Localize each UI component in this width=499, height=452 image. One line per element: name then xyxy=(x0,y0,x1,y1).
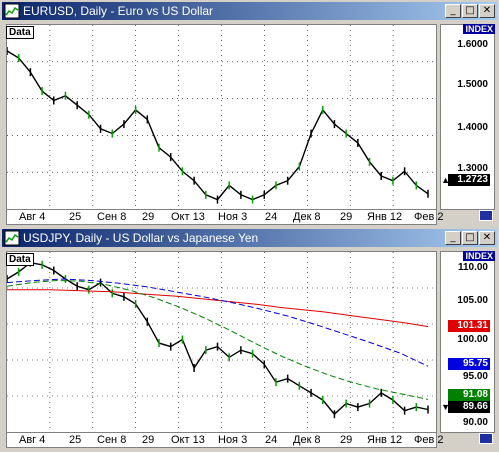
price-plot-area[interactable] xyxy=(6,251,437,433)
y-tick-label: 105.00 xyxy=(457,295,488,306)
index-label: INDEX xyxy=(463,24,495,34)
y-tick-label: 90.00 xyxy=(462,417,488,428)
x-tick-label: 29 xyxy=(340,434,353,446)
y-tick-label: 1.5000 xyxy=(457,79,488,90)
x-tick-label: 25 xyxy=(69,434,82,446)
x-tick-label: Окт 13 xyxy=(171,434,205,446)
window-title: USDJPY, Daily - US Dollar vs Japanese Ye… xyxy=(23,231,259,245)
x-tick-label: Фев 2 xyxy=(414,434,444,446)
x-tick-label: Янв 12 xyxy=(367,434,403,446)
x-tick-label: 29 xyxy=(142,434,155,446)
x-tick-label: 25 xyxy=(69,211,82,223)
time-axis: Авг 4 25 Сен 8 29 Окт 13 Ноя 3 24 Дек 8 … xyxy=(6,209,444,225)
x-tick-label: 29 xyxy=(142,211,155,223)
data-label: Data xyxy=(6,253,34,266)
series-line-eurusd xyxy=(6,50,429,201)
x-tick-label: 24 xyxy=(265,211,278,223)
minimize-button[interactable]: _ xyxy=(445,231,461,245)
x-tick-label: Янв 12 xyxy=(367,211,403,223)
x-tick-label: Сен 8 xyxy=(97,434,127,446)
current-price-box: 1.2723 xyxy=(448,174,490,186)
x-tick-label: 24 xyxy=(265,434,278,446)
y-tick-label: 1.6000 xyxy=(457,39,488,50)
close-button[interactable]: ✕ xyxy=(479,231,495,245)
ma-red-price-box: 101.31 xyxy=(448,320,490,332)
price-axis: 1.6000 1.5000 1.4000 1.3000 1.2723 ▲ xyxy=(440,24,495,210)
usdjpy-titlebar[interactable]: USDJPY, Daily - US Dollar vs Japanese Ye… xyxy=(2,229,497,247)
price-plot-area[interactable] xyxy=(6,24,437,210)
current-price-marker-icon: ▼ xyxy=(441,402,450,412)
x-tick-label: Сен 8 xyxy=(97,211,127,223)
y-tick-label: 110.00 xyxy=(457,262,488,273)
y-tick-label: 100.00 xyxy=(457,334,488,345)
index-label: INDEX xyxy=(463,251,495,261)
y-tick-label: 1.3000 xyxy=(457,163,488,174)
x-tick-label: Дек 8 xyxy=(293,211,321,223)
chart-shift-icon[interactable] xyxy=(479,433,493,444)
maximize-button[interactable]: □ xyxy=(462,4,478,18)
usdjpy-chart-window: USDJPY, Daily - US Dollar vs Japanese Ye… xyxy=(0,227,499,452)
eurusd-chart-window: EURUSD, Daily - Euro vs US Dollar _ □ ✕ … xyxy=(0,0,499,227)
x-tick-label: Ноя 3 xyxy=(218,434,248,446)
ma-green-price-box: 91.08 xyxy=(448,389,490,401)
close-button[interactable]: ✕ xyxy=(479,4,495,18)
x-tick-label: Авг 4 xyxy=(19,211,46,223)
x-tick-label: Авг 4 xyxy=(19,434,46,446)
y-tick-label: 1.4000 xyxy=(457,122,488,133)
x-tick-label: Ноя 3 xyxy=(218,211,248,223)
series-line-ma-green xyxy=(6,279,429,400)
price-axis: 110.00 105.00 101.31 100.00 95.75 95.00 … xyxy=(440,251,495,433)
x-tick-label: Дек 8 xyxy=(293,434,321,446)
current-price-box: 89.66 xyxy=(448,401,490,413)
y-tick-label: 95.00 xyxy=(462,371,488,382)
minimize-button[interactable]: _ xyxy=(445,4,461,18)
chart-shift-icon[interactable] xyxy=(479,210,493,221)
time-axis: Авг 4 25 Сен 8 29 Окт 13 Ноя 3 24 Дек 8 … xyxy=(6,432,444,448)
maximize-button[interactable]: □ xyxy=(462,231,478,245)
series-line-usdjpy xyxy=(6,261,429,416)
window-title: EURUSD, Daily - Euro vs US Dollar xyxy=(23,4,214,18)
series-line-ma-red xyxy=(7,289,429,328)
x-tick-label: 29 xyxy=(340,211,353,223)
chart-window-icon xyxy=(4,3,20,19)
eurusd-titlebar[interactable]: EURUSD, Daily - Euro vs US Dollar _ □ ✕ xyxy=(2,2,497,20)
current-price-marker-icon: ▲ xyxy=(441,175,450,185)
chart-window-icon xyxy=(4,230,20,246)
eurusd-price-chart xyxy=(6,25,436,209)
usdjpy-price-chart xyxy=(6,252,436,432)
ma-blue-price-box: 95.75 xyxy=(448,358,490,370)
series-line-ma-blue xyxy=(6,278,429,367)
data-label: Data xyxy=(6,26,34,39)
x-tick-label: Фев 2 xyxy=(414,211,444,223)
x-tick-label: Окт 13 xyxy=(171,211,205,223)
